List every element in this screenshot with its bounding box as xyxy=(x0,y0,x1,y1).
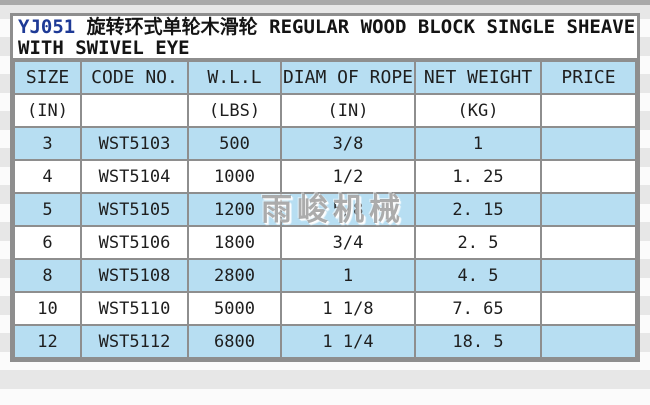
title-box: YJ051 旋转环式单轮木滑轮 REGULAR WOOD BLOCK SINGL… xyxy=(13,16,637,60)
col-header-price: PRICE xyxy=(540,60,637,95)
table-cell: 3/8 xyxy=(280,126,416,161)
table-cell: 1000 xyxy=(187,159,282,194)
table-cell: 10 xyxy=(13,291,82,326)
table-cell: 5 xyxy=(13,192,82,227)
col-header-size: SIZE xyxy=(13,60,82,95)
unit-code-no xyxy=(80,93,189,128)
table-cell: 5000 xyxy=(187,291,282,326)
table-cell xyxy=(540,291,637,326)
table-cell: 6800 xyxy=(187,324,282,359)
title-chinese: 旋转环式单轮木滑轮 xyxy=(86,16,258,38)
table-cell: 18. 5 xyxy=(414,324,542,359)
units-row: (IN) (LBS) (IN) (KG) xyxy=(13,93,637,128)
title-english-line2: WITH SWIVEL EYE xyxy=(18,37,190,59)
unit-diam-rope: (IN) xyxy=(280,93,416,128)
table-cell: WST5106 xyxy=(80,225,189,260)
table-cell: 6 xyxy=(13,225,82,260)
table-cell: WST5108 xyxy=(80,258,189,293)
spec-table: SIZE CODE NO. W.L.L DIAM OF ROPE NET WEI… xyxy=(13,60,637,359)
table-body: 3 WST5103 500 3/8 1 4 WST5104 1000 1/2 1. 25 5 WST5… xyxy=(13,126,637,359)
col-header-net-weight: NET WEIGHT xyxy=(414,60,542,95)
table-row: 10 WST5110 5000 1 1/8 7. 65 xyxy=(13,291,637,326)
table-cell: 2800 xyxy=(187,258,282,293)
unit-price xyxy=(540,93,637,128)
table-cell: 1200 xyxy=(187,192,282,227)
table-cell: WST5104 xyxy=(80,159,189,194)
table-cell: 3 xyxy=(13,126,82,161)
table-cell: 7. 65 xyxy=(414,291,542,326)
table-cell: 4 xyxy=(13,159,82,194)
table-cell: WST5105 xyxy=(80,192,189,227)
table-cell: 12 xyxy=(13,324,82,359)
col-header-wll: W.L.L xyxy=(187,60,282,95)
table-cell xyxy=(540,324,637,359)
table-cell: 500 xyxy=(187,126,282,161)
title-line-2: WITH SWIVEL EYE xyxy=(18,38,633,59)
table-cell: WST5110 xyxy=(80,291,189,326)
table-cell: 1 1/4 xyxy=(280,324,416,359)
table-cell xyxy=(540,192,637,227)
table-cell: 1 xyxy=(280,258,416,293)
scan-top-bar xyxy=(0,0,650,5)
table-cell xyxy=(540,159,637,194)
table-cell: 1800 xyxy=(187,225,282,260)
table-row: 6 WST5106 1800 3/4 2. 5 xyxy=(13,225,637,260)
unit-size: (IN) xyxy=(13,93,82,128)
table-cell: 5/8 xyxy=(280,192,416,227)
col-header-diam-rope: DIAM OF ROPE xyxy=(280,60,416,95)
header-row: SIZE CODE NO. W.L.L DIAM OF ROPE NET WEI… xyxy=(13,60,637,95)
table-cell: 2. 5 xyxy=(414,225,542,260)
table-cell: 2. 15 xyxy=(414,192,542,227)
table-row: 3 WST5103 500 3/8 1 xyxy=(13,126,637,161)
table-cell: 1. 25 xyxy=(414,159,542,194)
unit-net-weight: (KG) xyxy=(414,93,542,128)
table-cell xyxy=(540,126,637,161)
table-cell: 1 1/8 xyxy=(280,291,416,326)
col-header-code-no: CODE NO. xyxy=(80,60,189,95)
table-cell: 4. 5 xyxy=(414,258,542,293)
table-cell: 1/2 xyxy=(280,159,416,194)
table-row: 12 WST5112 6800 1 1/4 18. 5 xyxy=(13,324,637,359)
table-cell xyxy=(540,258,637,293)
product-code: YJ051 xyxy=(18,16,76,38)
table-cell: WST5112 xyxy=(80,324,189,359)
table-row: 4 WST5104 1000 1/2 1. 25 xyxy=(13,159,637,194)
unit-wll: (LBS) xyxy=(187,93,282,128)
title-english-line1: REGULAR WOOD BLOCK SINGLE SHEAVE xyxy=(269,16,636,38)
title-line-1: YJ051 旋转环式单轮木滑轮 REGULAR WOOD BLOCK SINGL… xyxy=(18,16,636,38)
table-cell xyxy=(540,225,637,260)
table-cell: 3/4 xyxy=(280,225,416,260)
table-row: 5 WST5105 1200 5/8 2. 15 xyxy=(13,192,637,227)
table-cell: 1 xyxy=(414,126,542,161)
spec-sheet: YJ051 旋转环式单轮木滑轮 REGULAR WOOD BLOCK SINGL… xyxy=(10,13,640,362)
table-row: 8 WST5108 2800 1 4. 5 xyxy=(13,258,637,293)
table-cell: 8 xyxy=(13,258,82,293)
table-cell: WST5103 xyxy=(80,126,189,161)
